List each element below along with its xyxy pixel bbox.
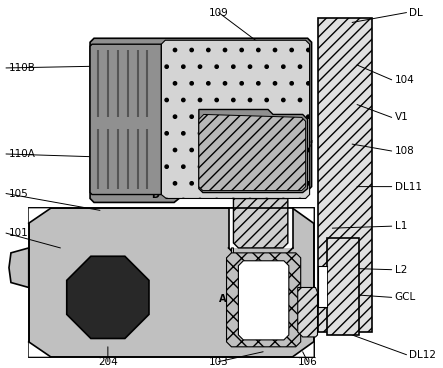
Text: GCL: GCL	[395, 292, 416, 302]
Text: 108: 108	[395, 146, 414, 156]
Polygon shape	[318, 266, 327, 307]
Polygon shape	[199, 114, 306, 191]
Polygon shape	[67, 256, 149, 339]
Text: 105: 105	[9, 188, 29, 198]
Text: A: A	[219, 294, 226, 304]
Text: DL12: DL12	[409, 350, 436, 360]
Polygon shape	[293, 208, 314, 223]
Polygon shape	[199, 109, 307, 192]
Polygon shape	[9, 248, 29, 287]
Text: 110B: 110B	[9, 63, 36, 73]
Text: 106: 106	[298, 357, 318, 367]
Text: L2: L2	[395, 265, 407, 275]
Polygon shape	[298, 287, 318, 337]
Text: 103: 103	[209, 357, 229, 367]
Polygon shape	[293, 342, 314, 357]
Polygon shape	[233, 198, 288, 248]
Polygon shape	[232, 248, 315, 297]
Text: 110A: 110A	[9, 149, 36, 159]
Polygon shape	[29, 208, 51, 223]
Polygon shape	[29, 208, 314, 357]
Text: D: D	[152, 190, 159, 199]
Text: 104: 104	[395, 75, 414, 85]
Polygon shape	[161, 40, 310, 198]
Polygon shape	[238, 261, 289, 340]
Text: A': A'	[303, 291, 313, 301]
Text: DL: DL	[409, 8, 423, 18]
Text: 204: 204	[98, 357, 118, 367]
Polygon shape	[318, 18, 372, 332]
Text: L1: L1	[395, 221, 407, 231]
Polygon shape	[229, 208, 293, 248]
Text: V1: V1	[395, 112, 408, 123]
Polygon shape	[327, 238, 359, 335]
Text: 109: 109	[209, 8, 229, 18]
Text: DL11: DL11	[395, 182, 422, 192]
Text: 101: 101	[9, 228, 29, 238]
Text: D': D'	[148, 50, 159, 60]
Text: B': B'	[303, 140, 313, 150]
Polygon shape	[226, 253, 301, 347]
Text: B: B	[162, 118, 169, 128]
Polygon shape	[90, 44, 161, 195]
Polygon shape	[90, 38, 311, 202]
Polygon shape	[29, 342, 51, 357]
